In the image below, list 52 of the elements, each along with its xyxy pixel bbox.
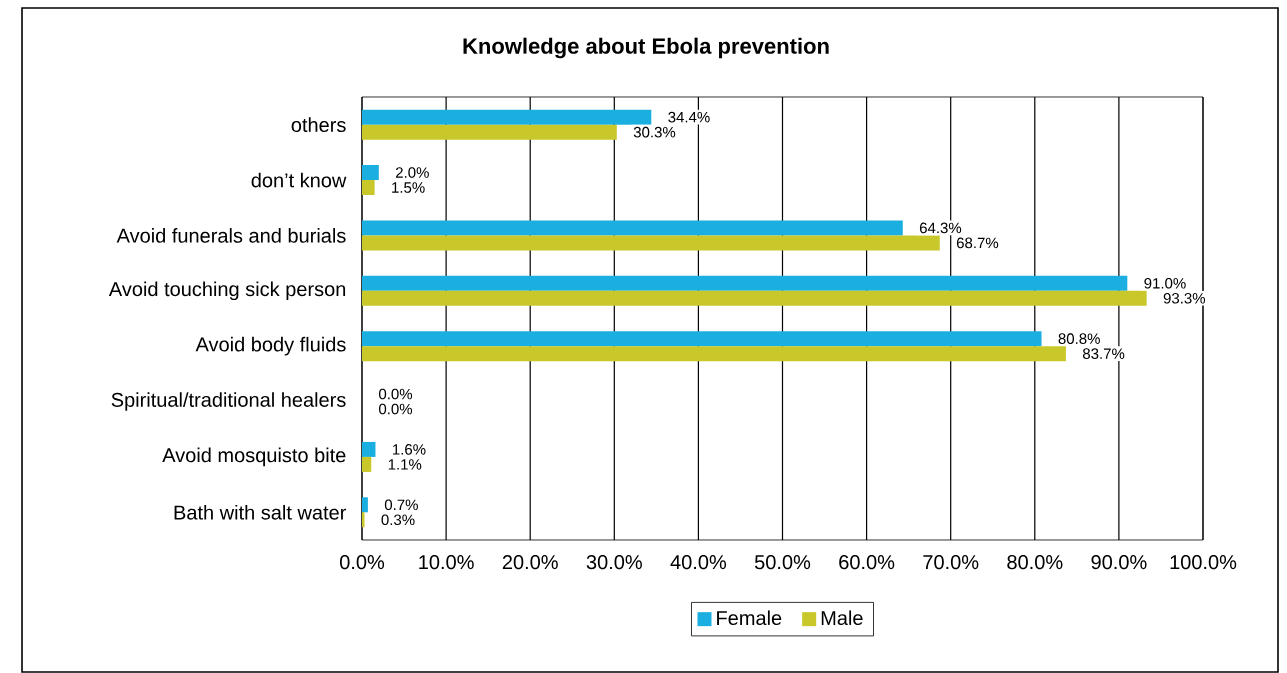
y-tick-label: don’t know <box>251 172 347 188</box>
x-tick-label: 50.0% <box>754 555 811 570</box>
bar <box>362 180 375 196</box>
bar <box>362 441 376 457</box>
chart-title: Knowledge about Ebola prevention <box>463 37 829 59</box>
data-label: 68.7% <box>956 237 999 249</box>
x-tick-label: 40.0% <box>670 555 727 570</box>
bar <box>362 235 940 251</box>
x-tick-label: 70.0% <box>923 555 979 570</box>
data-label: 34.4% <box>668 111 710 123</box>
x-tick-label: 90.0% <box>1091 555 1147 570</box>
x-tick-label: 60.0% <box>839 555 895 570</box>
data-label: 80.8% <box>1058 333 1100 344</box>
data-label: 91.0% <box>1144 277 1186 289</box>
bar <box>362 512 365 528</box>
data-label: 0.0% <box>379 388 413 400</box>
bar <box>362 346 1066 362</box>
bar <box>362 165 379 181</box>
x-tick-label: 20.0% <box>502 555 558 570</box>
y-tick-label: Spiritual/traditional healers <box>111 392 346 411</box>
bar <box>362 290 1147 306</box>
data-label: 1.6% <box>392 444 426 455</box>
data-label: 1.1% <box>388 459 422 470</box>
bar <box>362 124 617 140</box>
bar <box>362 220 903 236</box>
legend-label: Male <box>821 610 863 626</box>
x-tick-label: 0.0% <box>339 555 385 570</box>
data-label: 30.3% <box>633 126 676 138</box>
y-tick-label: others <box>291 117 346 133</box>
bar <box>362 109 652 125</box>
data-label: 83.7% <box>1082 348 1125 359</box>
data-label: 0.0% <box>379 403 413 415</box>
data-label: 0.7% <box>384 499 418 511</box>
y-tick-label: Bath with salt water <box>174 504 347 520</box>
x-tick-label: 100.0% <box>1170 555 1237 570</box>
data-label: 0.3% <box>381 514 415 526</box>
x-tick-label: 80.0% <box>1007 555 1063 570</box>
x-tick-label: 30.0% <box>586 555 642 570</box>
y-tick-label: Avoid body fluids <box>195 336 346 356</box>
legend-label: Female <box>717 610 782 626</box>
data-label: 93.3% <box>1163 292 1206 304</box>
data-label: 2.0% <box>395 167 429 178</box>
data-label: 1.5% <box>392 182 425 193</box>
bar <box>362 275 1128 291</box>
y-tick-label: Avoid touching sick person <box>108 281 346 301</box>
bar <box>362 497 368 513</box>
data-label: 64.3% <box>919 222 962 234</box>
y-tick-label: Avoid funerals and burials <box>116 228 346 243</box>
x-tick-label: 10.0% <box>419 555 474 570</box>
y-tick-label: Avoid mosquisto bite <box>162 447 346 467</box>
bar <box>362 456 372 472</box>
bar <box>362 331 1042 347</box>
